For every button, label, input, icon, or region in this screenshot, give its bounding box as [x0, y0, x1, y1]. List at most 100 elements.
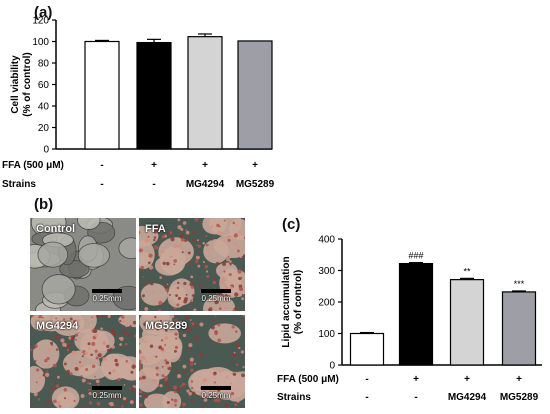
- lipid-droplet: [227, 238, 231, 242]
- lipid-droplet: [111, 355, 115, 358]
- lipid-droplet: [164, 336, 169, 340]
- lipid-droplet: [156, 327, 159, 331]
- lipid-droplet: [139, 363, 142, 368]
- lipid-droplet: [148, 261, 151, 265]
- strain-label: MG4294: [186, 179, 225, 190]
- lipid-droplet: [214, 299, 219, 305]
- lipid-droplet: [151, 290, 155, 294]
- lipid-droplet: [183, 384, 186, 387]
- lipid-droplet: [218, 307, 222, 310]
- lipid-droplet: [234, 403, 238, 407]
- lipid-droplet: [122, 319, 126, 323]
- lipid-droplet: [119, 336, 124, 341]
- lipid-droplet: [58, 405, 62, 408]
- lipid-droplet: [139, 248, 143, 253]
- lipid-droplet: [112, 368, 116, 373]
- lipid-droplet: [33, 346, 36, 349]
- y-tick-label: 40: [38, 102, 50, 113]
- lipid-droplet: [74, 366, 79, 371]
- lipid-droplet: [95, 392, 99, 395]
- lipid-droplet: [205, 235, 208, 238]
- lipid-droplet: [178, 359, 181, 362]
- strain-label: MG4294: [448, 392, 487, 403]
- lipid-droplet: [242, 321, 245, 324]
- lipid-droplet: [191, 294, 195, 297]
- lipid-droplet: [94, 375, 96, 378]
- lipid-droplet: [200, 393, 205, 398]
- lipid-droplet: [90, 402, 92, 405]
- lipid-droplet: [149, 344, 154, 348]
- y-tick-label: 400: [318, 235, 335, 246]
- lipid-droplet: [88, 388, 91, 392]
- lipid-droplet: [146, 400, 151, 404]
- lipid-droplet: [69, 372, 73, 376]
- lipid-droplet: [236, 245, 240, 249]
- lipid-droplet: [36, 368, 40, 372]
- lipid-droplet: [236, 343, 241, 348]
- bar: [136, 41, 172, 150]
- significance-label: ***: [514, 279, 525, 289]
- lipid-droplet: [237, 400, 239, 403]
- lipid-droplet: [155, 223, 159, 228]
- lipid-droplet: [194, 362, 197, 365]
- y-axis-label: (% of control): [22, 52, 33, 116]
- lipid-droplet: [173, 398, 178, 403]
- lipid-droplet: [190, 275, 194, 279]
- lipid-droplet: [38, 376, 41, 379]
- lipid-droplet: [202, 378, 207, 383]
- micrograph-mg4294-image: [30, 315, 136, 408]
- lipid-droplet: [221, 280, 226, 285]
- cell-viability-chart: 0 20 40 60 80 100 120 Cell viability (% of contr…: [2, 16, 275, 191]
- lipid-droplet: [232, 221, 236, 225]
- lipid-droplet: [234, 330, 238, 333]
- lipid-droplet: [182, 308, 186, 311]
- lipid-droplet: [205, 270, 209, 273]
- lipid-droplet: [46, 369, 49, 372]
- lipid-droplet: [168, 301, 171, 304]
- lipid-droplet: [62, 321, 67, 325]
- lipid-droplet: [115, 382, 118, 385]
- lipid-droplet: [165, 261, 170, 266]
- lipid-droplet: [174, 337, 178, 340]
- lipid-droplet: [177, 296, 181, 300]
- lipid-droplet: [41, 316, 44, 319]
- lipid-droplet: [124, 342, 128, 346]
- lipid-droplet: [131, 332, 134, 335]
- lipid-droplet: [185, 229, 188, 232]
- lipid-droplet: [233, 351, 236, 354]
- lipid-droplet: [107, 348, 111, 353]
- strain-label: MG5289: [500, 392, 539, 403]
- lipid-droplet: [125, 324, 128, 328]
- lipid-droplet: [214, 331, 218, 336]
- lipid-droplet: [62, 342, 67, 347]
- lipid-droplet: [200, 404, 206, 408]
- lipid-droplet: [139, 376, 143, 381]
- lipid-droplet: [229, 285, 233, 290]
- cell-cluster: [87, 330, 115, 352]
- lipid-droplet: [158, 254, 161, 257]
- lipid-droplet: [170, 237, 175, 242]
- lipid-droplet: [242, 315, 245, 318]
- lipid-droplet: [153, 229, 158, 234]
- lipid-droplet: [131, 364, 136, 369]
- lipid-droplet: [243, 236, 245, 239]
- lipid-droplet: [139, 349, 141, 352]
- lipid-droplet: [194, 218, 199, 222]
- y-tick-label: 80: [38, 59, 50, 70]
- lipid-droplet: [94, 333, 98, 338]
- strain-label: MG5289: [236, 179, 275, 190]
- strain-label: -: [365, 392, 368, 403]
- lipid-droplet: [177, 281, 180, 285]
- lipid-droplet: [224, 403, 229, 408]
- lipid-droplet: [80, 394, 85, 398]
- lipid-droplet: [164, 359, 167, 362]
- lipid-droplet: [174, 324, 178, 327]
- lipid-accumulation-chart: 0 100 200 300 400 Lipid accumulation (% of con…: [277, 235, 542, 403]
- lipid-droplet: [177, 218, 181, 222]
- lipid-droplet: [217, 394, 222, 399]
- lipid-droplet: [234, 371, 236, 374]
- lipid-droplet: [64, 362, 67, 366]
- lipid-droplet: [50, 341, 54, 345]
- micrograph-control-image: [30, 218, 136, 311]
- y-axis-label: Cell viability: [10, 55, 21, 114]
